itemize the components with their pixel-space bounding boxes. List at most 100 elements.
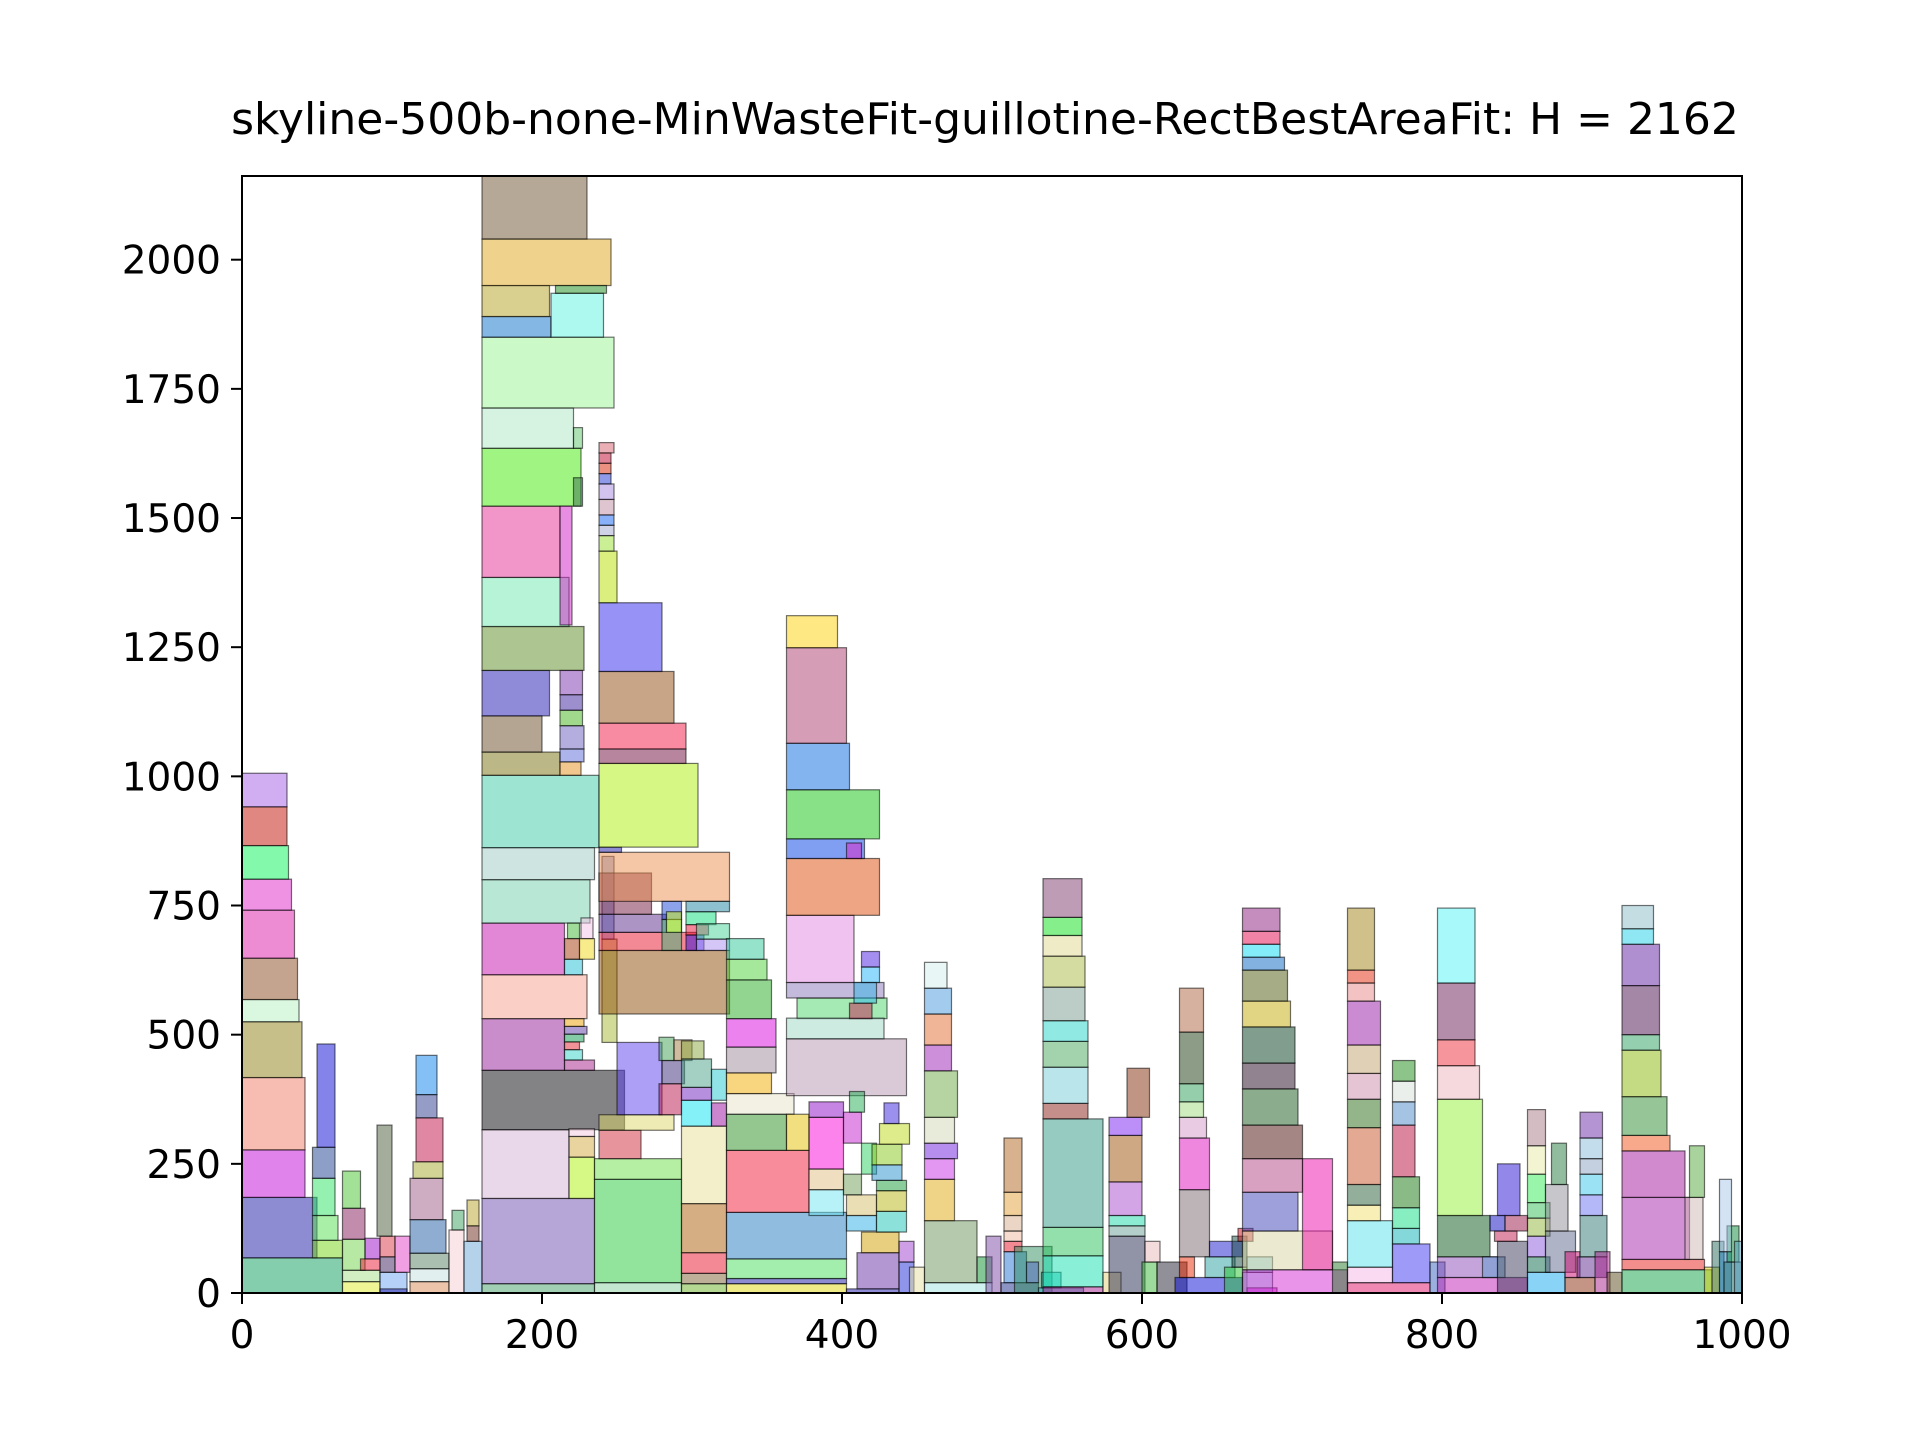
packed-rect-310 (1496, 1240, 1529, 1294)
packed-rect-276 (1241, 907, 1281, 932)
packed-rect-239 (1108, 1181, 1143, 1217)
packed-rect-230 (1042, 986, 1086, 1022)
packed-rect-173 (785, 615, 839, 649)
packed-rect-141 (685, 911, 717, 926)
packed-rect-283 (1346, 1183, 1382, 1206)
packed-rect-25 (379, 1256, 396, 1273)
packed-rect-66 (481, 175, 588, 240)
x-tick-label: 800 (1405, 1313, 1479, 1358)
x-tick-label: 600 (1105, 1313, 1179, 1358)
packed-rect-31 (409, 1268, 450, 1283)
packed-rect-132 (680, 1086, 713, 1101)
packed-rect-62 (481, 336, 615, 409)
packed-rect-110 (598, 602, 663, 673)
packed-rect-9 (241, 844, 290, 880)
packed-rect-97 (616, 1041, 663, 1116)
packed-rect-135 (680, 1040, 705, 1060)
packed-rect-180 (848, 1002, 873, 1020)
packed-rect-252 (1178, 1083, 1205, 1103)
packed-rect-250 (1178, 1116, 1208, 1139)
packed-rect-12 (311, 1239, 344, 1259)
packed-rect-171 (785, 742, 851, 791)
packed-rect-126 (680, 1272, 728, 1285)
chart-title: skyline-500b-none-MinWasteFit-guillotine… (231, 94, 1739, 145)
packed-rect-219 (1025, 1261, 1040, 1284)
packed-rect-83 (563, 1041, 581, 1051)
packed-rect-183 (860, 950, 881, 968)
packed-rect-13 (311, 1214, 339, 1241)
packed-rect-33 (409, 1219, 447, 1254)
packed-rect-270 (1241, 1026, 1296, 1064)
packed-rect-184 (845, 842, 863, 860)
packed-rect-214 (1003, 1230, 1023, 1242)
packed-rect-14 (311, 1177, 336, 1217)
packed-rect-206 (923, 1013, 953, 1046)
packed-rect-172 (785, 647, 848, 744)
packed-rect-105 (598, 846, 623, 853)
packed-rect-106 (598, 762, 699, 848)
y-tick-label: 750 (147, 885, 221, 930)
packed-rect-118 (598, 462, 612, 475)
packed-rect-43 (466, 1199, 480, 1227)
packed-rect-125 (680, 1283, 728, 1294)
packed-rect-304 (1436, 1098, 1484, 1217)
packed-rect-217 (1003, 1137, 1023, 1193)
packed-rect-254 (1178, 987, 1205, 1033)
packed-rect-85 (563, 1025, 588, 1035)
packed-rect-81 (563, 1059, 596, 1071)
packed-rect-117 (598, 472, 612, 485)
packed-rect-207 (923, 987, 953, 1015)
packed-rect-6 (241, 957, 299, 1001)
packed-rect-321 (1526, 1145, 1547, 1175)
packed-rect-337 (1621, 1269, 1713, 1294)
packed-rect-278 (1331, 1261, 1349, 1294)
packed-rect-90 (578, 937, 596, 960)
packed-rect-100 (598, 949, 731, 1015)
packed-rect-241 (1108, 1116, 1143, 1137)
packed-rect-104 (598, 851, 731, 902)
packed-rect-91 (580, 917, 594, 940)
packed-rect-336 (1606, 1271, 1623, 1294)
packed-rect-42 (466, 1225, 480, 1242)
packed-rect-23 (364, 1237, 381, 1260)
packed-rect-145 (725, 1283, 848, 1294)
packed-rect-78 (559, 505, 573, 626)
packed-rect-216 (1003, 1191, 1023, 1217)
packed-rect-333 (1579, 1137, 1604, 1160)
packed-rect-1 (241, 1196, 318, 1259)
x-axis: 0 200 400 600 800 1000 (230, 1293, 1792, 1358)
packed-rect-303 (1436, 1214, 1491, 1258)
packed-rect-228 (1042, 1040, 1089, 1068)
packed-rect-56 (481, 669, 551, 717)
packed-rect-144 (695, 922, 731, 940)
packed-rect-289 (1346, 982, 1376, 1002)
packed-rect-41 (463, 1240, 483, 1294)
packed-rect-285 (1346, 1098, 1382, 1129)
packed-rect-356 (1718, 1178, 1733, 1253)
packed-rect-51 (481, 879, 591, 924)
packed-rect-345 (1621, 984, 1661, 1036)
packed-rect-349 (1684, 1196, 1704, 1261)
packed-rect-329 (1579, 1214, 1608, 1258)
packed-rect-4 (241, 1021, 303, 1079)
packed-rect-153 (725, 1046, 777, 1074)
packed-rect-59 (481, 505, 561, 579)
packed-rect-187 (860, 1231, 900, 1254)
packed-rect-142 (685, 900, 731, 913)
packed-rect-79 (572, 477, 584, 507)
packed-rect-279 (1346, 1282, 1431, 1294)
packed-rect-236 (1108, 1235, 1146, 1294)
packed-rect-190 (875, 1179, 908, 1192)
packed-rect-159 (808, 1189, 845, 1217)
packed-rect-297 (1391, 1101, 1416, 1126)
packed-rect-227 (1042, 1066, 1089, 1104)
packed-rect-344 (1621, 1034, 1661, 1051)
y-tick-label: 1500 (122, 497, 221, 542)
packed-rect-8 (241, 878, 293, 911)
x-tick-label: 200 (505, 1313, 579, 1358)
x-tick-label: 0 (230, 1313, 255, 1358)
plot-frame (241, 175, 1743, 1294)
packed-rect-340 (1621, 1150, 1686, 1199)
packed-rect-11 (241, 772, 288, 808)
